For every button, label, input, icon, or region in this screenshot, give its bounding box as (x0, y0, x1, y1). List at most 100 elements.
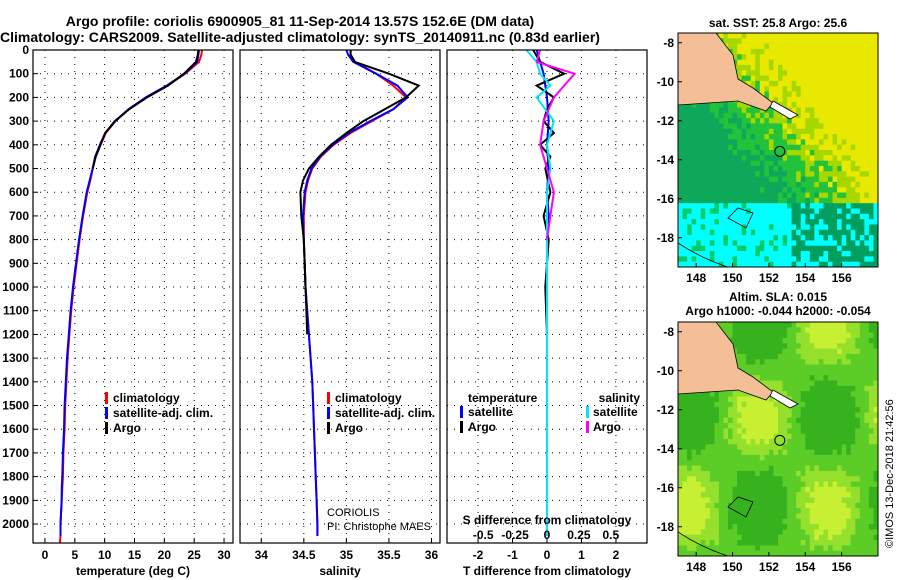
map-x-tick-label: 152 (759, 271, 779, 285)
legend-swatch (105, 422, 108, 434)
coastline (678, 242, 729, 267)
x-tick-label: 25 (188, 548, 202, 562)
series-argo (535, 49, 577, 240)
x-tick-label: 20 (158, 548, 172, 562)
x-top-tick-label: 0.5 (602, 528, 619, 542)
island (769, 100, 799, 120)
x-axis-label: T difference from climatology (463, 564, 631, 578)
y-tick-label: 200 (9, 90, 29, 104)
title-line-2: Climatology: CARS2009. Satellite-adjuste… (0, 29, 600, 45)
y-tick-label: 1400 (2, 375, 29, 389)
panel-2-frame (446, 49, 648, 544)
x-axis-label: temperature (deg C) (76, 564, 190, 578)
x-axis-label: salinity (319, 564, 361, 578)
annotation-line-1: CORIOLIS (327, 507, 380, 519)
y-tick-label: 1700 (2, 446, 29, 460)
y-tick-label: 600 (9, 185, 29, 199)
profile-location-marker (774, 145, 786, 157)
map-y-tick-label: -18 (657, 520, 675, 534)
map-sst-title: sat. SST: 25.8 Argo: 25.6 (709, 16, 848, 30)
legend-swatch (460, 406, 463, 418)
legend-header-temperature: temperature (468, 391, 538, 405)
map-x-tick-label: 154 (795, 271, 815, 285)
map-y-tick-label: -14 (657, 153, 675, 167)
map-y-tick-label: -10 (657, 364, 675, 378)
series-climatology (302, 50, 408, 536)
x-tick-label: 34 (255, 548, 269, 562)
x-top-tick-label: -0.25 (501, 528, 529, 542)
x-axis-top-label: S difference from climatology (463, 513, 632, 527)
legend-header-salinity: salinity (599, 391, 641, 405)
legend-label: satellite (593, 405, 638, 419)
legend-label: Argo (468, 420, 496, 434)
reef (727, 496, 754, 518)
y-tick-label: 100 (9, 67, 29, 81)
x-top-tick-label: -0.5 (473, 528, 494, 542)
map-y-tick-label: -14 (657, 442, 675, 456)
annotation-line-2: PI: Christophe MAES (327, 521, 431, 533)
legend-swatch (327, 422, 330, 434)
legend-swatch (327, 392, 330, 404)
map-frame (677, 32, 879, 268)
map-y-tick-label: -12 (657, 403, 675, 417)
x-tick-label: 1 (578, 548, 585, 562)
map-sla-title-1: Altim. SLA: 0.015 (729, 290, 827, 304)
series-satellite-adj-clim- (59, 49, 200, 536)
legend-label: Argo (593, 420, 621, 434)
profile-location-marker (774, 434, 786, 446)
map-x-tick-label: 150 (723, 271, 743, 285)
legend-swatch (586, 421, 589, 433)
map-4: 148 150 152 154 156 -8 -10 -12 -14 -16 -18 Altim. S… (657, 290, 879, 574)
map-y-tick-label: -10 (657, 75, 675, 89)
map-x-tick-label: 148 (686, 271, 706, 285)
series-satellite (525, 49, 555, 536)
x-tick-label: 2 (613, 548, 620, 562)
x-tick-label: 0 (544, 548, 551, 562)
x-top-tick-label: 0 (544, 528, 551, 542)
map-sla-title-2: Argo h1000: -0.044 h2000: -0.054 (685, 304, 871, 318)
x-tick-label: -2 (473, 548, 484, 562)
map-x-tick-label: 148 (686, 560, 706, 574)
coastline (678, 531, 729, 556)
map-y-tick-label: -16 (657, 481, 675, 495)
map-x-tick-label: 150 (723, 560, 743, 574)
y-tick-label: 1200 (2, 327, 29, 341)
y-tick-label: 1600 (2, 422, 29, 436)
map-field (678, 322, 878, 556)
legend-label: satellite (468, 405, 513, 419)
x-tick-label: 35 (340, 548, 354, 562)
x-tick-label: 35.5 (377, 548, 401, 562)
x-top-tick-label: 0.25 (567, 528, 591, 542)
y-tick-label: 1900 (2, 493, 29, 507)
legend-swatch (586, 406, 589, 418)
reef (727, 207, 754, 229)
x-tick-label: 0 (42, 548, 49, 562)
series-climatology (58, 49, 203, 544)
legend-label: climatology (335, 391, 402, 405)
y-tick-label: 900 (9, 256, 29, 270)
legend-swatch (105, 392, 108, 404)
x-tick-label: 30 (217, 548, 231, 562)
map-frame (677, 321, 879, 557)
legend-label: satellite-adj. clim. (113, 406, 213, 420)
y-tick-label: 800 (9, 233, 29, 247)
panel-0-frame (32, 49, 234, 544)
map-x-tick-label: 156 (832, 560, 852, 574)
map-y-tick-label: -16 (657, 192, 675, 206)
series-argo (299, 50, 421, 335)
y-tick-label: 1500 (2, 399, 29, 413)
panel-1-frame (239, 49, 441, 544)
map-3: 148 150 152 154 156 -8 -10 -12 -14 -16 -18 sat. SST… (657, 16, 879, 285)
map-y-tick-label: -12 (657, 114, 675, 128)
y-tick-label: 1100 (3, 304, 29, 318)
map-field (678, 33, 878, 267)
copyright-note: ©IMOS 13-Dec-2018 21:42:56 (884, 399, 896, 548)
series-argo (91, 49, 200, 169)
y-tick-label: 1800 (2, 470, 29, 484)
legend-label: climatology (113, 391, 180, 405)
x-tick-label: 36 (425, 548, 439, 562)
y-tick-label: 0 (22, 43, 29, 57)
x-tick-label: 15 (128, 548, 142, 562)
island (769, 389, 799, 409)
